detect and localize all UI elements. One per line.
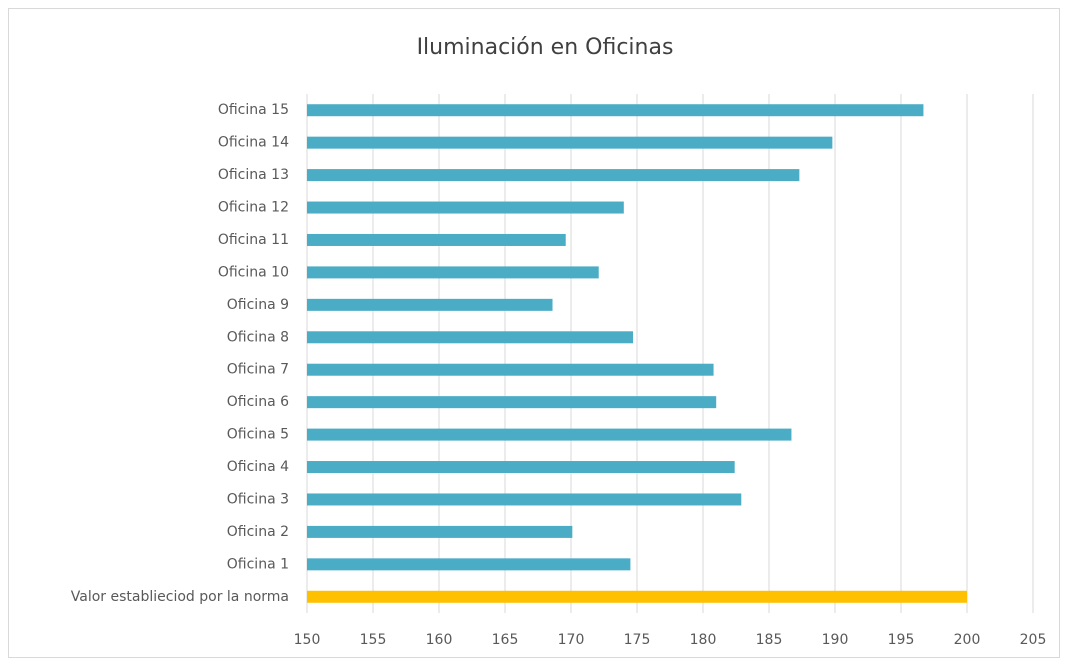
x-tick-label: 155	[360, 632, 387, 648]
bar	[307, 201, 624, 214]
y-tick-label: Oficina 4	[227, 459, 289, 475]
x-tick-label: 190	[822, 632, 849, 648]
x-tick-label: 185	[756, 632, 783, 648]
y-tick-label: Oficina 2	[227, 524, 289, 540]
bar	[307, 136, 833, 149]
bar	[307, 493, 742, 506]
bar	[307, 363, 714, 376]
y-tick-label: Oficina 7	[227, 362, 289, 378]
bar	[307, 396, 717, 409]
y-tick-label: Oficina 13	[218, 167, 289, 183]
x-tick-label: 205	[1020, 632, 1047, 648]
bar	[307, 461, 735, 474]
y-tick-label: Oficina 6	[227, 394, 289, 410]
y-tick-label: Oficina 10	[218, 264, 289, 280]
y-tick-label: Oficina 5	[227, 427, 289, 443]
bar	[307, 298, 553, 311]
bar	[307, 590, 967, 603]
x-tick-label: 160	[426, 632, 453, 648]
y-tick-label: Oficina 14	[218, 135, 289, 151]
chart-title: Iluminación en Oficinas	[417, 35, 674, 60]
x-tick-label: 175	[624, 632, 651, 648]
y-tick-label: Oficina 8	[227, 329, 289, 345]
y-tick-label: Oficina 12	[218, 200, 289, 216]
y-tick-label: Oficina 3	[227, 491, 289, 507]
x-tick-label: 180	[690, 632, 717, 648]
y-tick-label: Oficina 11	[218, 232, 289, 248]
bar	[307, 233, 566, 246]
y-tick-label: Oficina 15	[218, 102, 289, 118]
y-tick-label: Oficina 1	[227, 556, 289, 572]
bar	[307, 525, 573, 538]
bar	[307, 266, 599, 279]
bar	[307, 331, 634, 344]
bar	[307, 428, 792, 441]
x-tick-label: 195	[888, 632, 915, 648]
bar	[307, 169, 800, 182]
bar	[307, 104, 924, 117]
x-tick-label: 200	[954, 632, 981, 648]
x-tick-label: 170	[558, 632, 585, 648]
y-tick-label: Valor establieciod por la norma	[71, 589, 289, 605]
x-tick-label: 150	[294, 632, 321, 648]
y-tick-label: Oficina 9	[227, 297, 289, 313]
x-tick-label: 165	[492, 632, 519, 648]
bar	[307, 558, 631, 571]
